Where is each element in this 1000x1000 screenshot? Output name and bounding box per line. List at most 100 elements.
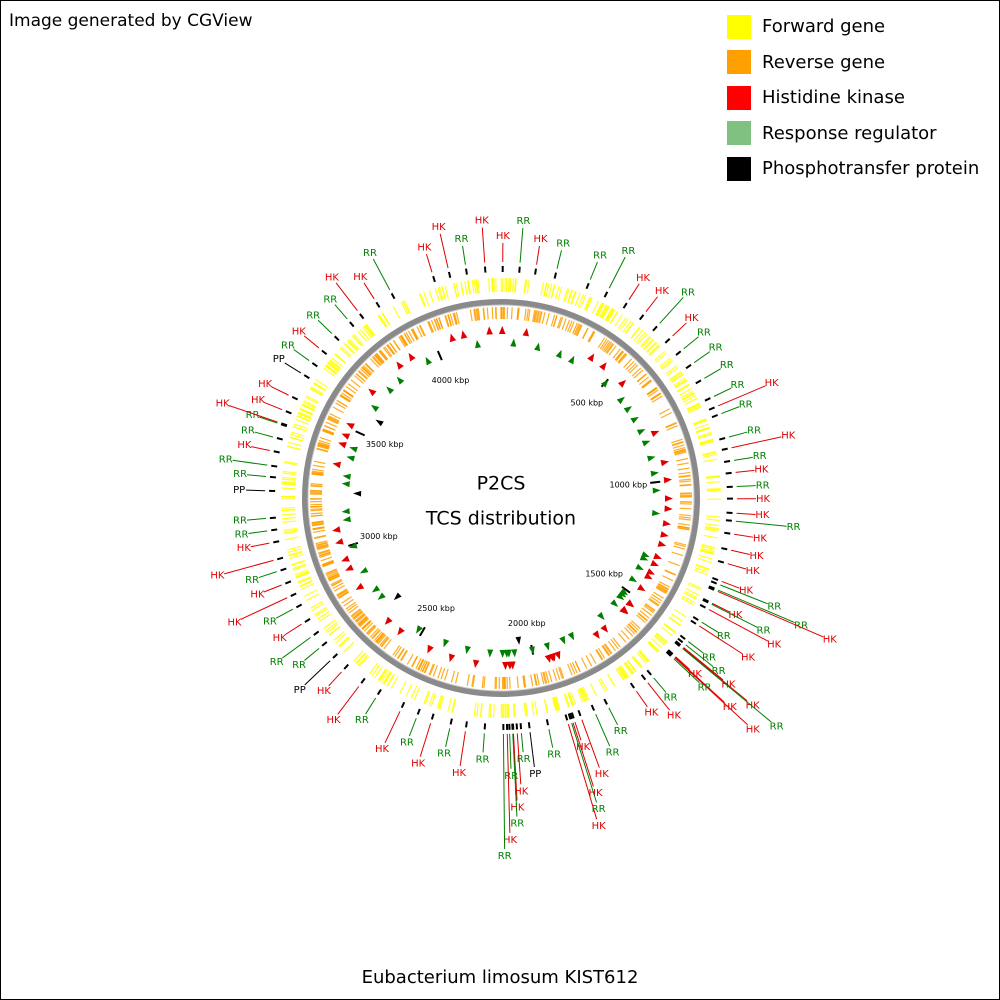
reverse-gene [346,603,358,612]
legend-label: Response regulator [762,122,937,144]
forward-gene [282,520,297,524]
feature-label: HK [746,724,761,735]
forward-gene [703,458,718,463]
forward-gene [353,650,364,662]
feature-tick [708,406,715,411]
feature-label: RR [355,715,369,726]
forward-gene [480,703,483,718]
feature-marker [397,626,405,636]
feature-tick [311,362,318,368]
feature-label: RR [767,601,781,612]
feature-leader [682,648,772,723]
legend-swatch [727,14,751,39]
feature-marker [567,631,575,641]
reverse-gene [340,394,351,402]
forward-gene [656,632,668,643]
feature-label: RR [794,620,808,631]
feature-tick [704,397,711,402]
scale-tick [650,480,661,484]
feature-marker [338,442,347,449]
reverse-gene [380,637,390,648]
feature-label: HK [475,216,490,227]
reverse-gene [533,310,537,323]
reverse-gene [450,670,456,683]
forward-gene [550,284,556,299]
forward-gene [386,674,396,687]
reverse-gene [345,601,356,610]
reverse-gene [472,674,476,688]
reverse-gene [573,323,580,335]
forward-gene [281,482,296,485]
feature-leader [248,530,268,534]
reverse-gene [569,321,575,333]
legend-item: Response regulator [727,116,979,152]
reverse-gene [679,483,692,486]
reverse-gene [574,660,581,673]
forward-gene [289,436,304,442]
forward-gene [356,652,367,665]
scale-label: 2000 kbp [508,619,546,628]
feature-leader [445,728,451,748]
scale-tick [418,626,426,637]
forward-gene [303,589,318,597]
feature-tick [638,314,645,321]
forward-gene [631,656,642,669]
feature-marker [341,481,350,488]
forward-gene [364,324,374,337]
feature-marker [664,495,673,502]
feature-marker [522,327,529,337]
reverse-gene [469,309,473,322]
feature-marker [475,339,482,349]
feature-label: HK [667,711,682,722]
forward-gene [543,282,548,297]
reverse-gene [620,630,630,640]
reverse-gene [679,480,692,483]
reverse-gene [373,631,383,642]
reverse-gene [477,308,481,321]
forward-gene [295,418,309,425]
scale-tick [348,541,359,547]
feature-tick [360,677,366,684]
reverse-gene [580,657,588,669]
feature-label: PP [294,685,306,696]
feature-label: HK [755,510,770,521]
reverse-gene [361,620,372,630]
reverse-gene [628,364,639,374]
feature-leader [713,387,732,397]
forward-gene [609,311,619,324]
feature-tick [359,313,365,320]
forward-gene [476,702,479,717]
forward-gene [380,670,389,683]
reverse-gene [627,623,638,633]
forward-gene [287,546,301,551]
forward-gene [703,534,718,539]
forward-gene [684,590,698,599]
forward-gene [595,302,603,316]
feature-marker [427,644,434,654]
feature-leader [304,660,331,686]
forward-gene [623,662,633,675]
forward-gene [699,440,714,445]
feature-leader [548,728,554,748]
forward-gene [403,300,411,314]
feature-leader [512,733,518,817]
forward-gene [671,613,684,623]
forward-gene [318,613,332,623]
reverse-gene [556,316,562,329]
reverse-gene [658,408,671,415]
forward-gene [363,325,374,338]
reverse-gene [318,551,331,557]
reverse-gene [542,671,547,684]
reverse-gene [516,307,519,320]
reverse-gene [643,605,654,614]
feature-leader [704,368,722,379]
forward-gene [688,406,702,414]
feature-marker [616,396,625,405]
forward-gene [288,550,303,556]
forward-gene [290,431,305,437]
feature-leader [335,282,358,311]
feature-marker [664,505,673,512]
reverse-gene [677,525,690,530]
feature-tick [285,410,292,415]
reverse-gene [336,588,348,596]
